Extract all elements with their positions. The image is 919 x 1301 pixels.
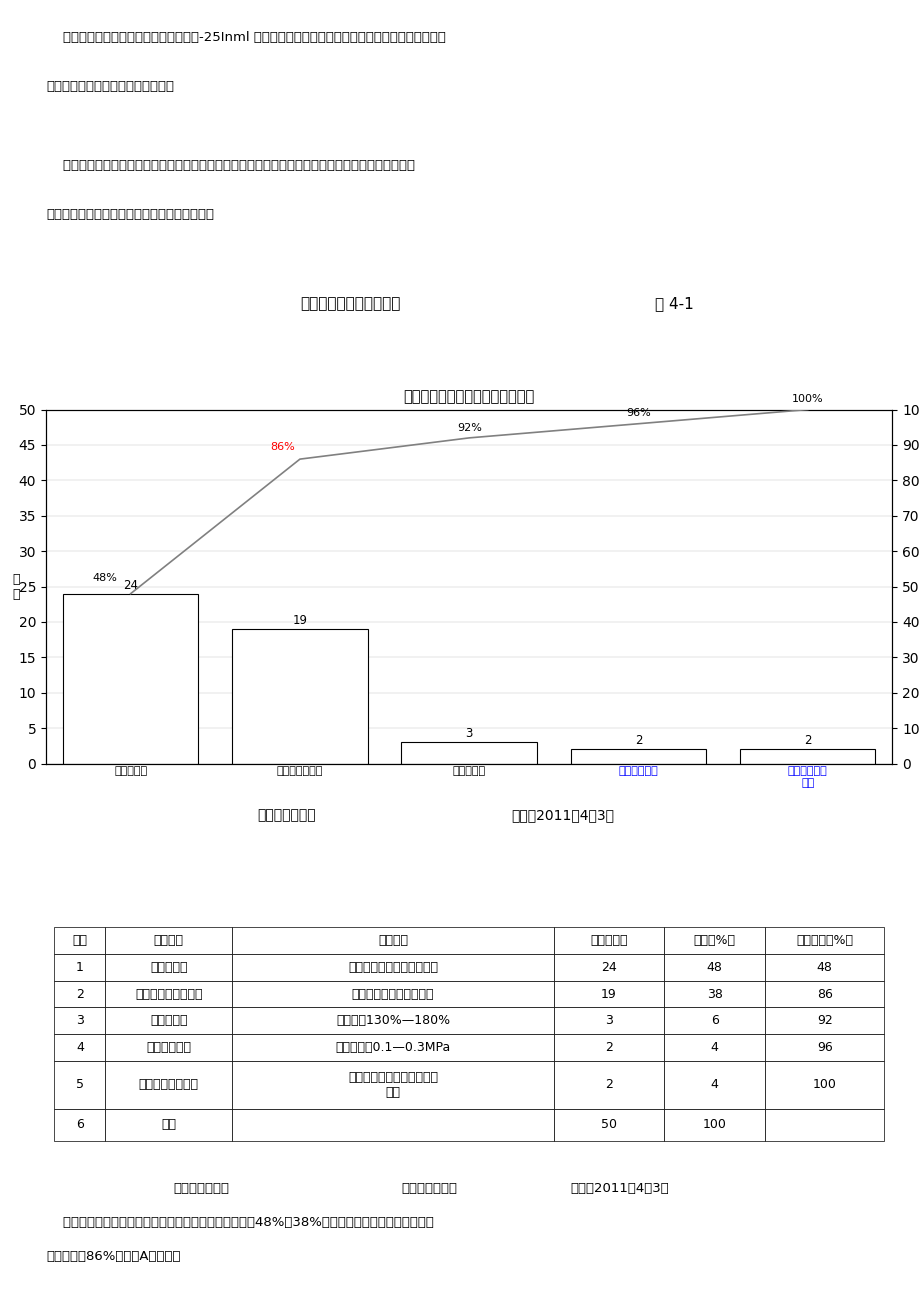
Text: 2: 2 [803,734,811,747]
Bar [401,743,537,764]
Title: 背后注浆施工过程质量缺陷排列图: 背后注浆施工过程质量缺陷排列图 [403,389,534,405]
Text: 96%: 96% [626,409,650,419]
Text: 频率达到了86%，属于A类因素。: 频率达到了86%，属于A类因素。 [46,1250,180,1263]
Text: 3: 3 [465,727,472,740]
Text: 时间：2011年4月3日: 时间：2011年4月3日 [511,808,614,822]
Bar [62,593,199,764]
Text: 86%: 86% [270,442,295,451]
Y-axis label: 频
数: 频 数 [12,572,19,601]
Text: 92%: 92% [456,423,482,432]
Bar [739,749,875,764]
Text: 48%: 48% [93,572,118,583]
Text: 审核人：王守昌: 审核人：王守昌 [401,1181,457,1194]
Bar [570,749,706,764]
Text: 24: 24 [123,579,138,592]
Text: 19: 19 [292,614,307,627]
Text: 从沉降点观测数据显示，地表沉降值在-25Inml 附近波动，存在较大的风险，必须严把注浆质量关，严: 从沉降点观测数据显示，地表沉降值在-25Inml 附近波动，存在较大的风险，必须… [46,31,446,44]
Text: 100%: 100% [791,394,823,405]
Text: 注浆工序质量缺陷调查表: 注浆工序质量缺陷调查表 [300,297,400,311]
Text: 在对本工程地表沉降现状有了一个清晰的认识后，我小组对注浆工序中出现的质量缺陷进行了深入的: 在对本工程地表沉降现状有了一个清晰的认识后，我小组对注浆工序中出现的质量缺陷进行… [46,159,414,172]
Text: 格控制地表沉降，预防事故的发生。: 格控制地表沉降，预防事故的发生。 [46,81,174,94]
Text: 时间：2011年4月3日: 时间：2011年4月3日 [570,1181,669,1194]
Text: 制图人：刘世龙: 制图人：刘世龙 [257,808,316,822]
Text: 制表人：刘世龙: 制表人：刘世龙 [173,1181,229,1194]
Bar [232,630,368,764]
Text: 调查和分析，并绘制了排列图。调查结果如下表: 调查和分析，并绘制了排列图。调查结果如下表 [46,208,214,221]
Text: 2: 2 [634,734,641,747]
Text: 表 4-1: 表 4-1 [654,297,694,311]
Text: 其中浆液性能差和注浆管路、设备故障频率分别达到了48%和38%，根据排列图显示，两者的累积: 其中浆液性能差和注浆管路、设备故障频率分别达到了48%和38%，根据排列图显示，… [46,1216,434,1229]
